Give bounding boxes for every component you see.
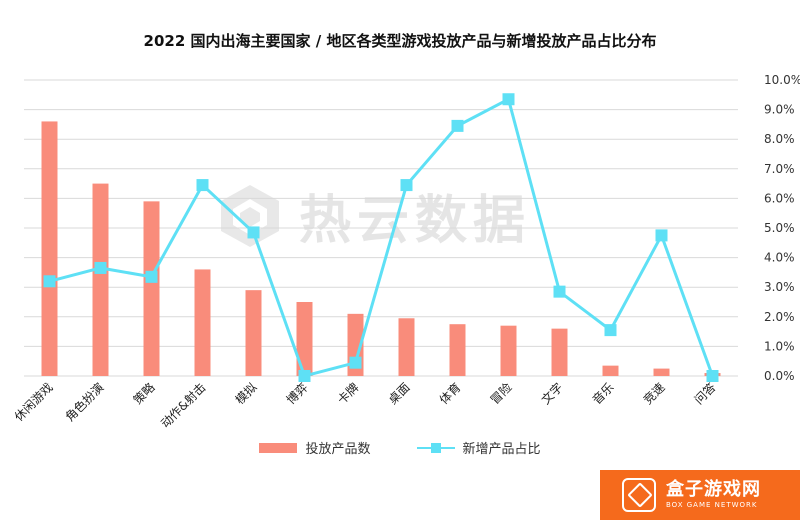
- category-label: 模拟: [233, 380, 260, 407]
- right-axis-ticks: 0.0% 1.0% 2.0% 3.0% 4.0% 5.0% 6.0% 7.0% 8.0% 9.0%…: [764, 73, 800, 383]
- bar: [143, 201, 160, 376]
- line-point: [706, 370, 719, 382]
- legend-line-swatch: [416, 442, 455, 453]
- legend-item-bars: 投放产品数: [259, 438, 371, 457]
- line-point: [655, 229, 668, 242]
- category-label: 竞速: [641, 380, 668, 407]
- bar: [194, 269, 211, 376]
- line-point: [604, 324, 617, 337]
- category-label: 动作&射击: [157, 380, 208, 431]
- bar: [41, 121, 58, 376]
- legend-line-label: 新增产品占比: [462, 442, 541, 457]
- category-label: 问答: [691, 380, 719, 408]
- bar: [92, 183, 109, 376]
- line-series: [43, 93, 719, 382]
- line-point: [502, 93, 515, 106]
- category-label: 文字: [538, 380, 566, 408]
- right-axis-tick-label: 8.0%: [764, 132, 795, 146]
- right-axis-tick-label: 10.0%: [764, 73, 800, 87]
- line-point: [94, 261, 107, 274]
- bar: [602, 365, 619, 376]
- brand-logo-icon: [622, 478, 656, 512]
- legend-bar-label: 投放产品数: [305, 442, 371, 457]
- category-labels: 休闲游戏 角色扮演 策略 动作&射击 模拟 博弈 卡牌 桌面 体育 冒险 文字 音乐 竞速 问答: [12, 380, 719, 431]
- grid-lines: [24, 79, 738, 377]
- category-label: 桌面: [386, 380, 413, 407]
- line-point: [553, 285, 566, 298]
- legend-item-line: 新增产品占比: [416, 438, 541, 457]
- line-point: [298, 370, 311, 382]
- right-axis-tick-label: 2.0%: [764, 310, 795, 324]
- bar: [500, 325, 517, 376]
- brand-name: 盒子游戏网: [666, 479, 761, 500]
- line-point: [349, 356, 362, 369]
- category-label: 音乐: [589, 380, 617, 408]
- right-axis-tick-label: 5.0%: [764, 221, 795, 235]
- right-axis-tick-label: 4.0%: [764, 251, 795, 265]
- right-axis-tick-label: 9.0%: [764, 103, 795, 117]
- category-label: 冒险: [487, 380, 515, 408]
- legend: 投放产品数 新增产品占比: [0, 438, 800, 457]
- line-point: [400, 179, 413, 192]
- line-point: [43, 275, 56, 288]
- bar: [245, 290, 262, 376]
- chart-title: 2022 国内出海主要国家 / 地区各类型游戏投放产品与新增投放产品占比分布: [143, 32, 657, 50]
- right-axis-tick-label: 0.0%: [764, 369, 795, 383]
- line-path: [49, 97, 714, 378]
- category-label: 休闲游戏: [12, 380, 56, 424]
- bar: [653, 368, 670, 376]
- right-axis-tick-label: 3.0%: [764, 280, 795, 294]
- brand-subtitle: BOX GAME NETWORK: [666, 501, 758, 509]
- right-axis-tick-label: 1.0%: [764, 339, 795, 353]
- watermark-text: 热云数据: [299, 191, 532, 251]
- line-point: [451, 119, 464, 132]
- bar: [551, 328, 568, 376]
- category-label: 体育: [436, 380, 464, 408]
- line-point: [145, 270, 158, 283]
- watermark: 热云数据: [215, 178, 531, 253]
- line-point: [196, 179, 209, 192]
- right-axis-tick-label: 6.0%: [764, 191, 795, 205]
- brand-badge[interactable]: 盒子游戏网 BOX GAME NETWORK: [600, 470, 800, 520]
- right-axis-tick-label: 7.0%: [764, 162, 795, 176]
- category-label: 卡牌: [335, 380, 362, 407]
- legend-bar-swatch: [259, 442, 298, 453]
- category-label: 博弈: [283, 380, 311, 408]
- category-label: 策略: [130, 380, 158, 408]
- watermark-logo-icon: [221, 184, 279, 247]
- line-point: [247, 226, 260, 239]
- bar-series: [41, 121, 721, 376]
- bar: [398, 318, 415, 376]
- category-label: 角色扮演: [62, 380, 107, 425]
- bar: [296, 302, 313, 376]
- bar: [449, 324, 466, 376]
